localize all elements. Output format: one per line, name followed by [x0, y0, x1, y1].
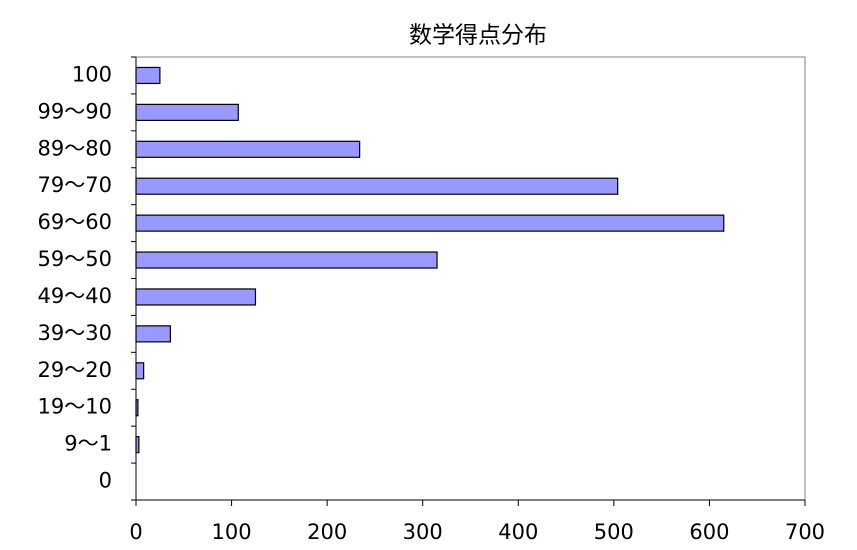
- y-tick-label: 100: [72, 62, 112, 86]
- bar: [135, 362, 145, 380]
- x-tick-label: 400: [498, 520, 538, 544]
- y-tick-label: 29〜20: [38, 358, 112, 382]
- bar: [135, 177, 619, 195]
- bar: [135, 288, 257, 306]
- x-tick-label: 100: [212, 520, 252, 544]
- plot-area: [135, 56, 806, 501]
- chart-title: 数学得点分布: [409, 23, 547, 49]
- y-tick-label: 9〜1: [64, 432, 112, 456]
- x-tick-label: 700: [785, 520, 825, 544]
- y-tick-label: 69〜60: [38, 210, 112, 234]
- bar: [135, 436, 140, 454]
- bar: [135, 140, 361, 158]
- y-tick-label: 39〜30: [38, 321, 112, 345]
- bar: [135, 251, 438, 269]
- bar: [135, 214, 725, 232]
- x-tick-label: 500: [594, 520, 634, 544]
- bar: [135, 325, 172, 343]
- bar: [135, 66, 161, 85]
- y-tick-label: 19〜10: [38, 395, 112, 419]
- x-tick-label: 300: [403, 520, 443, 544]
- x-tick-label: 0: [129, 520, 142, 544]
- y-tick-label: 79〜70: [38, 173, 112, 197]
- x-tick-label: 600: [689, 520, 729, 544]
- y-tick-label: 49〜40: [38, 284, 112, 308]
- x-tick-label: 200: [307, 520, 347, 544]
- bar: [135, 399, 139, 417]
- bar: [135, 103, 239, 121]
- y-tick-label: 89〜80: [38, 136, 112, 160]
- y-tick-label: 59〜50: [38, 247, 112, 271]
- y-tick-label: 99〜90: [38, 99, 112, 123]
- y-tick-label: 0: [99, 469, 112, 493]
